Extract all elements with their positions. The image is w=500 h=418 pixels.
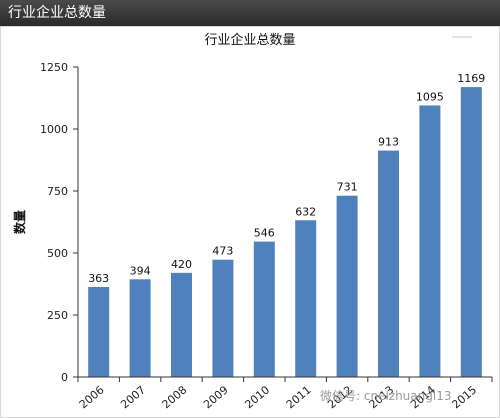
y-tick-label: 1000 xyxy=(40,123,68,136)
watermark-text: 微信号: cnelzhuangl13 xyxy=(320,389,451,403)
data-label: 363 xyxy=(88,272,109,285)
data-label: 913 xyxy=(378,136,399,149)
data-label: 394 xyxy=(130,264,151,277)
x-tick-label: 2009 xyxy=(201,383,231,411)
bar xyxy=(253,241,275,377)
y-tick-label: 750 xyxy=(47,185,68,198)
header-title: 行业企业总数量 xyxy=(8,5,106,21)
x-tick-label: 2008 xyxy=(160,383,190,411)
bar xyxy=(460,87,482,377)
data-label: 420 xyxy=(171,258,192,271)
y-axis-label: 数量 xyxy=(12,210,27,234)
bar xyxy=(171,272,192,377)
x-tick-label: 2015 xyxy=(449,383,479,411)
chart-title: 行业企业总数量 xyxy=(204,32,295,48)
bar xyxy=(419,105,441,377)
x-tick-label: 2010 xyxy=(242,383,272,411)
y-tick-label: 500 xyxy=(47,247,68,260)
x-tick-label: 2006 xyxy=(77,383,107,411)
y-tick-label: 250 xyxy=(47,309,68,322)
legend-placeholder xyxy=(452,36,472,38)
bar xyxy=(88,286,110,377)
x-tick-label: 2011 xyxy=(284,383,314,411)
data-label: 1095 xyxy=(416,90,444,103)
y-tick-label: 0 xyxy=(61,371,68,384)
axes-layer xyxy=(73,66,493,382)
header-bar: 行业企业总数量 xyxy=(0,0,500,26)
bar xyxy=(295,220,317,377)
data-label: 473 xyxy=(212,245,233,258)
data-label: 731 xyxy=(337,181,358,194)
data-label: 632 xyxy=(295,205,316,218)
y-tick-label: 1250 xyxy=(40,61,68,74)
bar xyxy=(212,259,234,377)
data-label: 546 xyxy=(254,227,275,240)
x-tick-label: 2007 xyxy=(118,383,148,411)
bars-layer xyxy=(88,87,482,377)
bar xyxy=(129,279,151,377)
chart-panel xyxy=(0,26,500,418)
data-label: 1169 xyxy=(457,72,485,85)
bar xyxy=(336,195,358,377)
bar xyxy=(378,150,399,377)
